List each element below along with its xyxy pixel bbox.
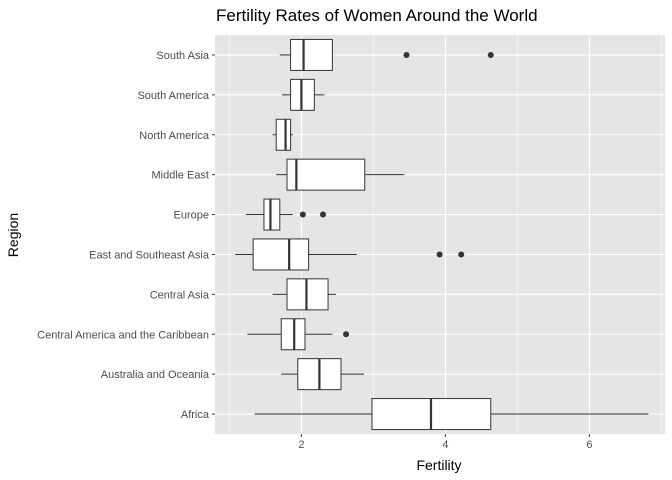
minor-gridlines [229, 35, 662, 434]
y-axis-title: Region [5, 213, 21, 257]
box-central-asia [272, 278, 336, 311]
outlier-point [299, 211, 306, 218]
box-europe [245, 198, 326, 231]
box-iqr [286, 158, 366, 191]
outlier-point [403, 51, 410, 58]
x-tick-label: 4 [442, 439, 448, 451]
outlier-point [458, 251, 465, 258]
outlier-point [343, 331, 350, 338]
y-tick-label: Middle East [152, 170, 209, 182]
box-iqr [275, 118, 292, 151]
x-tick-label: 6 [586, 439, 592, 451]
y-tick-label: Central Asia [150, 289, 210, 301]
box-east-and-southeast-asia [235, 238, 465, 271]
y-tick-label: South Asia [156, 50, 209, 62]
outlier-point [320, 211, 326, 218]
y-tick-label: South America [137, 90, 209, 102]
box-south-america [281, 78, 325, 111]
box-iqr [252, 238, 310, 271]
box-iqr [263, 198, 281, 231]
x-axis-tick-labels: 2 4 6 [298, 434, 592, 451]
box-africa [254, 398, 649, 431]
y-tick-label: East and Southeast Asia [89, 249, 210, 261]
y-tick-label: Europe [174, 210, 209, 222]
box-central-america-and-the-caribbean [247, 318, 350, 351]
x-tick-label: 2 [298, 439, 304, 451]
boxplot-series [235, 38, 649, 431]
chart-title: Fertility Rates of Women Around the Worl… [216, 6, 538, 25]
box-australia-and-oceania [281, 358, 365, 391]
box-north-america [272, 118, 293, 151]
box-iqr [290, 38, 333, 71]
box-middle-east [276, 158, 405, 191]
plot-panel [215, 35, 665, 434]
x-axis-title: Fertility [416, 457, 461, 473]
y-tick-label: Australia and Oceania [101, 369, 210, 381]
y-axis-tick-labels: South Asia South America North America Midd… [37, 50, 215, 421]
y-tick-label: Africa [181, 409, 210, 421]
outlier-point [436, 251, 443, 258]
y-tick-label: Central America and the Caribbean [37, 329, 209, 341]
outlier-point [487, 51, 494, 58]
box-south-asia [279, 38, 494, 71]
y-tick-label: North America [139, 130, 210, 142]
